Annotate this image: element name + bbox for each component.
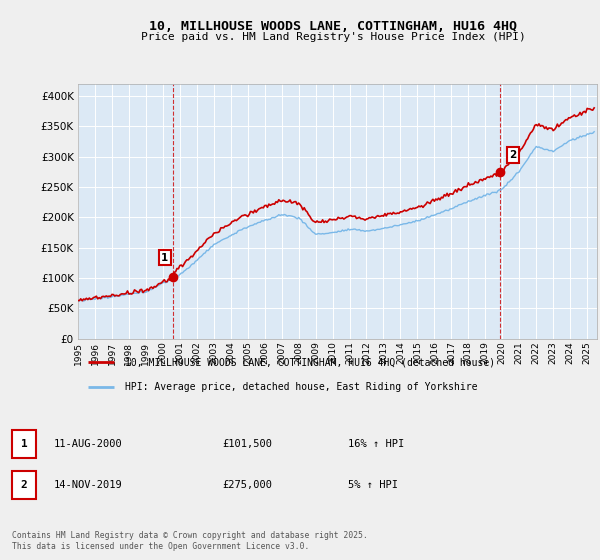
Text: Price paid vs. HM Land Registry's House Price Index (HPI): Price paid vs. HM Land Registry's House … <box>140 32 526 43</box>
Text: 16% ↑ HPI: 16% ↑ HPI <box>348 439 404 449</box>
Text: 11-AUG-2000: 11-AUG-2000 <box>54 439 123 449</box>
Text: 1: 1 <box>161 253 169 263</box>
Text: 14-NOV-2019: 14-NOV-2019 <box>54 480 123 490</box>
Text: HPI: Average price, detached house, East Riding of Yorkshire: HPI: Average price, detached house, East… <box>125 382 477 392</box>
Text: 2: 2 <box>509 150 517 160</box>
Text: 1: 1 <box>20 439 28 449</box>
Text: £101,500: £101,500 <box>222 439 272 449</box>
Text: £275,000: £275,000 <box>222 480 272 490</box>
Text: 10, MILLHOUSE WOODS LANE, COTTINGHAM, HU16 4HQ (detached house): 10, MILLHOUSE WOODS LANE, COTTINGHAM, HU… <box>125 357 495 367</box>
Text: 10, MILLHOUSE WOODS LANE, COTTINGHAM, HU16 4HQ: 10, MILLHOUSE WOODS LANE, COTTINGHAM, HU… <box>149 20 517 32</box>
Text: Contains HM Land Registry data © Crown copyright and database right 2025.
This d: Contains HM Land Registry data © Crown c… <box>12 531 368 551</box>
Text: 5% ↑ HPI: 5% ↑ HPI <box>348 480 398 490</box>
FancyBboxPatch shape <box>12 430 36 458</box>
Text: 2: 2 <box>20 480 28 490</box>
FancyBboxPatch shape <box>12 470 36 499</box>
